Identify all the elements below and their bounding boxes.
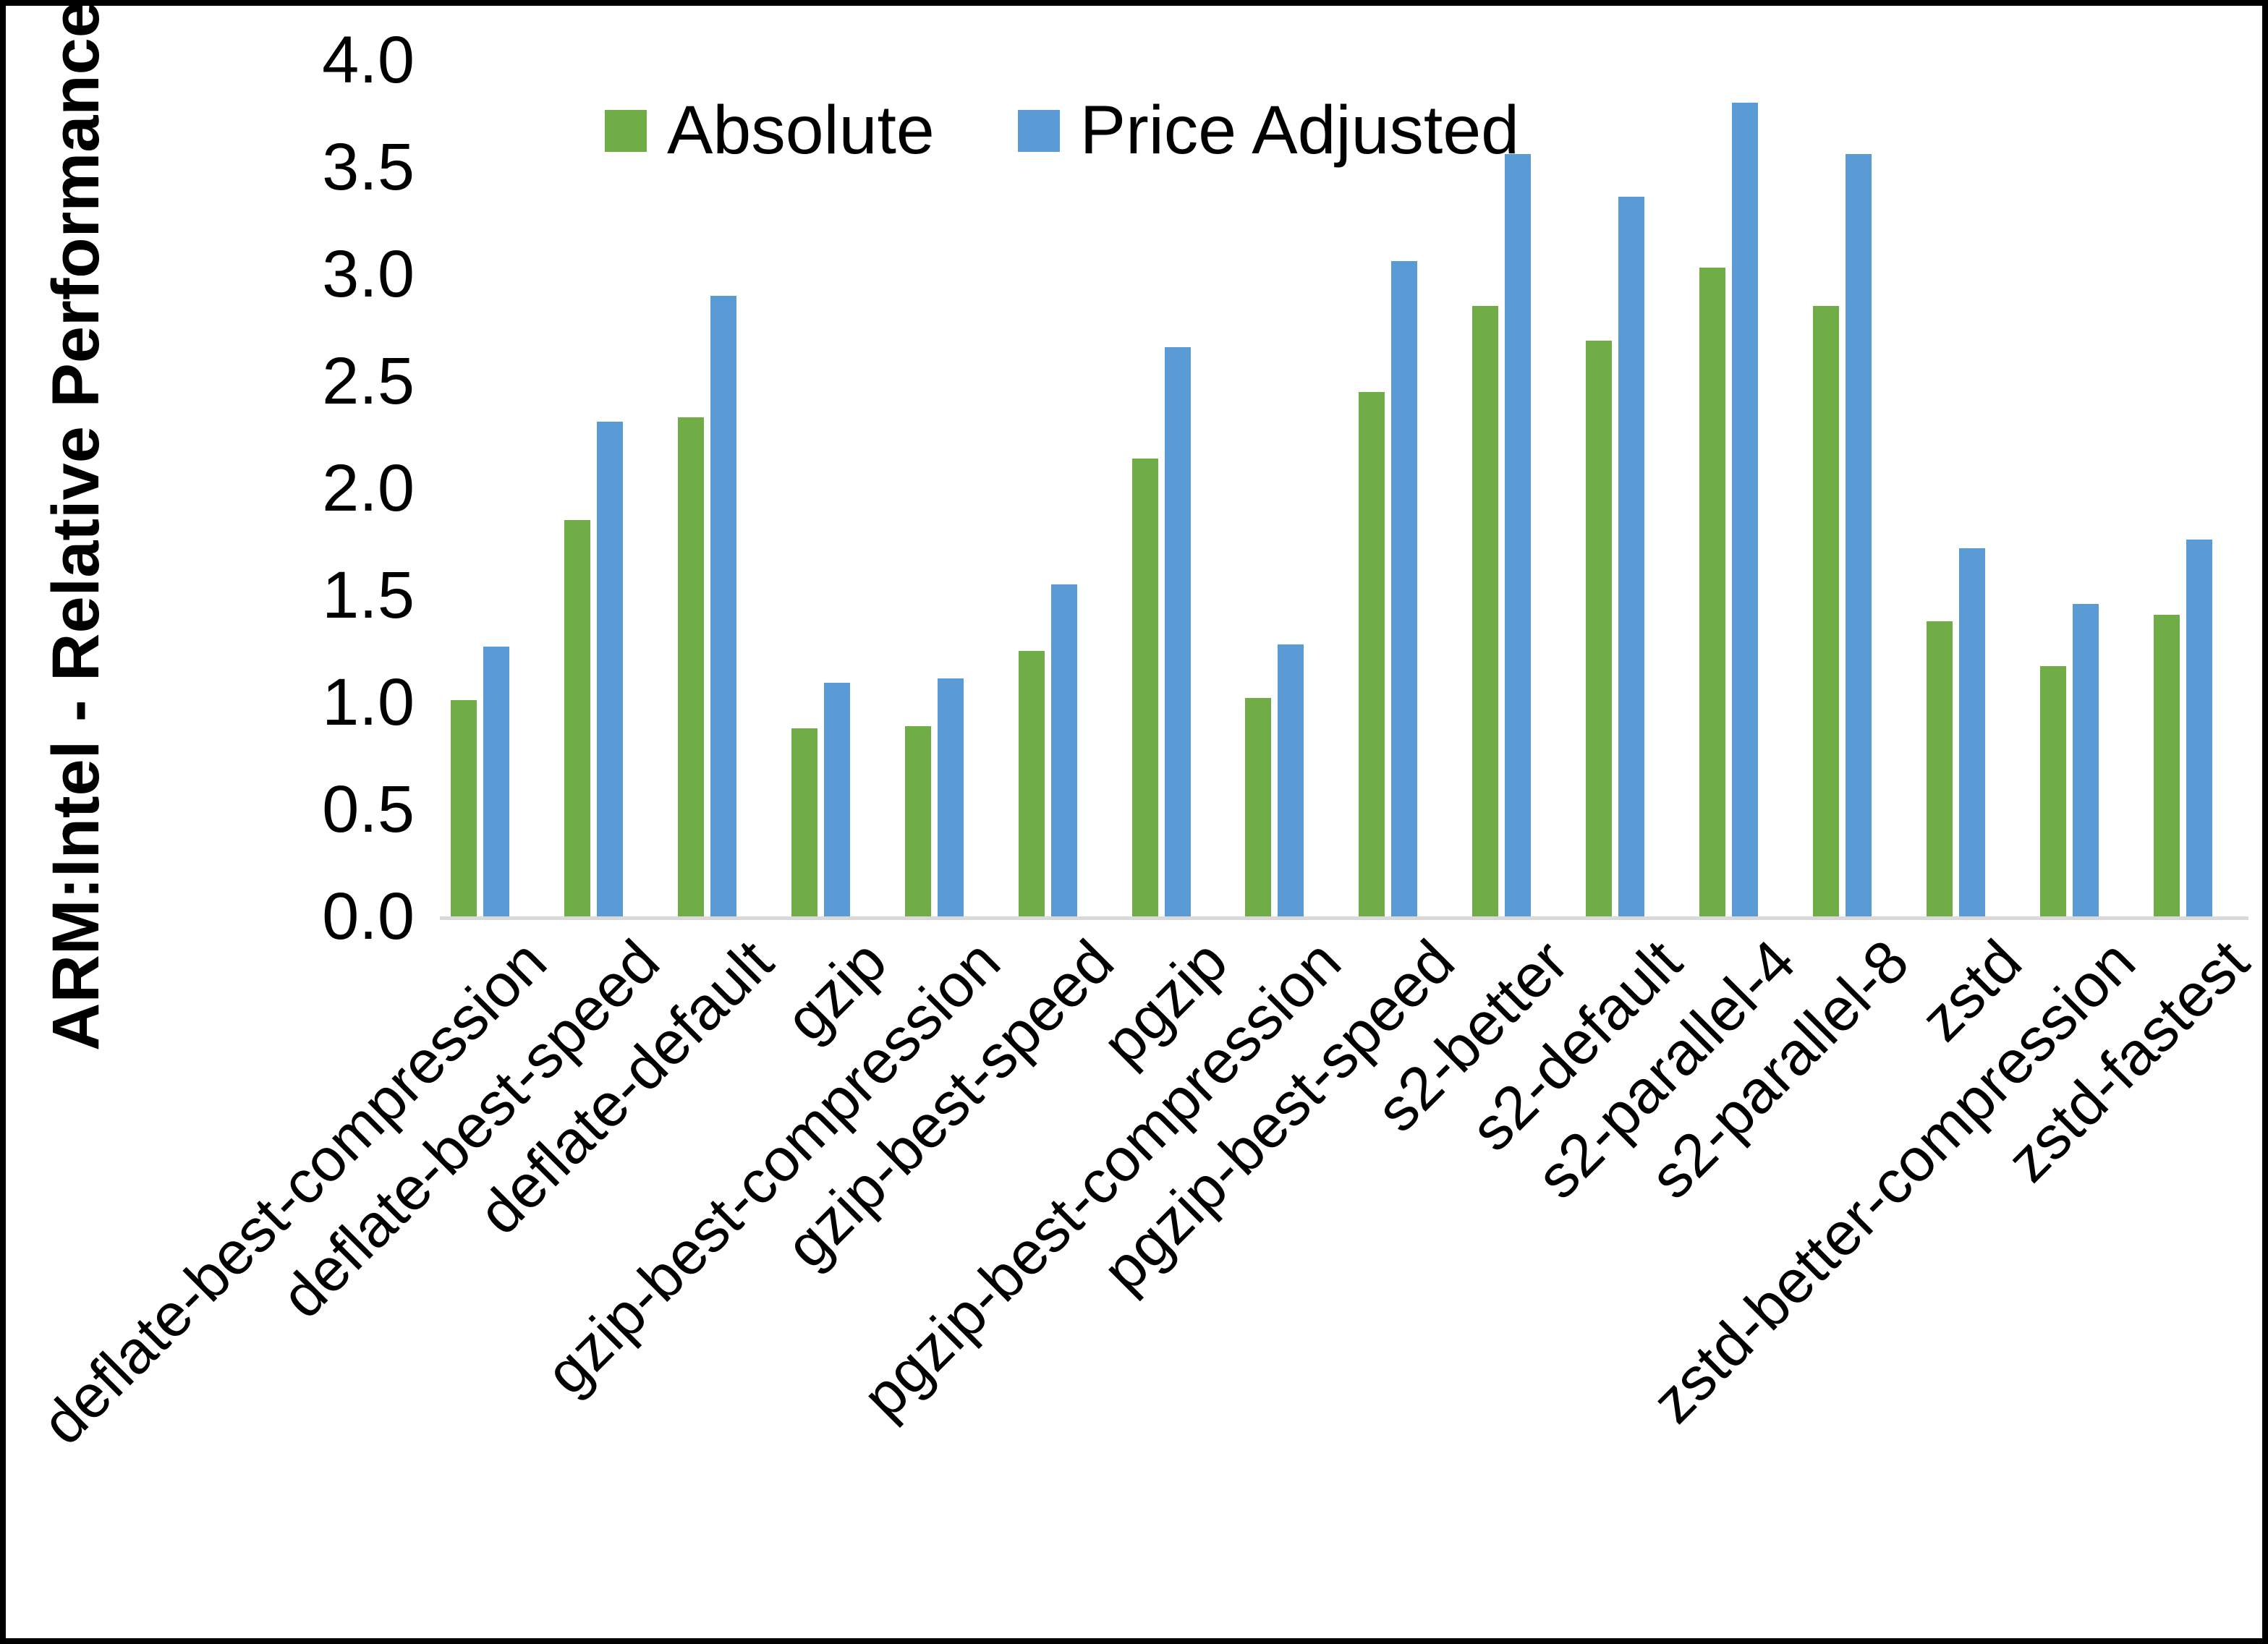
y-tick-label: 3.5 <box>322 130 415 204</box>
bar-price-adjusted <box>937 678 964 916</box>
bar-absolute <box>1245 698 1272 916</box>
legend-swatch-price-adjusted <box>1017 109 1060 152</box>
bar-absolute <box>1472 306 1499 916</box>
y-tick-label: 4.0 <box>322 23 415 97</box>
legend-label-absolute: Absolute <box>667 92 935 169</box>
bar-absolute <box>564 520 590 916</box>
plot-area: 0.0 0.5 1.0 1.5 2.0 2.5 3.0 3.5 4.0 deflate-best… <box>28 27 2261 1457</box>
bar-price-adjusted <box>823 683 850 916</box>
y-tick-label: 1.0 <box>322 665 415 739</box>
bar-price-adjusted <box>2186 540 2212 916</box>
y-tick-label: 0.5 <box>322 772 415 846</box>
y-tick-label: 0.0 <box>322 880 415 953</box>
bar-absolute <box>2153 614 2180 916</box>
bar-group: pgzip-best-compression <box>849 60 1354 1431</box>
bar-group: pgzip-best-speed <box>1090 60 1467 1305</box>
bar-group: s2-better <box>1363 60 1581 1144</box>
bar-absolute <box>791 728 817 916</box>
bar-absolute <box>1131 458 1158 916</box>
bar-absolute <box>451 700 477 916</box>
bar-absolute <box>1699 268 1726 916</box>
bar-group: s2-parallel-8 <box>1636 60 1921 1211</box>
bar-price-adjusted <box>1618 197 1645 916</box>
bars-container: deflate-best-compression deflate-best-sp… <box>28 60 2261 1457</box>
bar-price-adjusted <box>1846 154 1872 916</box>
y-tick-label: 2.5 <box>322 344 415 418</box>
bar-absolute <box>1018 650 1045 916</box>
y-axis-title: ARM:Intel - Relative Performance <box>39 1 113 1051</box>
bar-price-adjusted <box>1732 103 1759 916</box>
bar-group: deflate-default <box>465 60 786 1247</box>
bar-absolute <box>1926 621 1953 916</box>
bar-absolute <box>1813 306 1840 916</box>
bar-price-adjusted <box>1958 548 1985 916</box>
bar-price-adjusted <box>710 295 736 916</box>
bar-group: gzip <box>773 60 899 1054</box>
bar-group: s2-parallel-4 <box>1523 60 1808 1211</box>
bar-price-adjusted <box>1505 154 1532 916</box>
bar-price-adjusted <box>1391 261 1418 916</box>
bar-group: s2-default <box>1457 60 1694 1164</box>
bar-price-adjusted <box>483 647 509 916</box>
legend-label-price-adjusted: Price Adjusted <box>1079 92 1519 169</box>
bar-group: zstd-fastest <box>1994 60 2261 1195</box>
bar-absolute <box>1586 340 1613 916</box>
bar-group: zstd <box>1908 60 2034 1054</box>
bar-price-adjusted <box>1050 584 1077 916</box>
bar-price-adjusted <box>1164 346 1191 916</box>
y-tick-label: 3.0 <box>322 237 415 311</box>
bar-group: pgzip <box>1089 60 1240 1078</box>
legend-item-absolute: Absolute <box>605 96 935 165</box>
bar-group: gzip-best-speed <box>773 60 1126 1281</box>
bar-absolute <box>904 725 931 916</box>
bar-group: deflate-best-speed <box>268 60 672 1331</box>
bar-price-adjusted <box>2072 603 2099 916</box>
bar-price-adjusted <box>1278 644 1304 916</box>
bar-absolute <box>2039 665 2066 916</box>
legend-swatch-absolute <box>605 109 647 152</box>
legend: Absolute Price Adjusted <box>605 96 1519 165</box>
bar-group: deflate-best-compression <box>28 60 558 1457</box>
bar-price-adjusted <box>596 422 623 916</box>
bar-absolute <box>677 417 704 916</box>
y-tick-label: 2.0 <box>322 451 415 525</box>
y-tick-label: 1.5 <box>322 558 415 632</box>
bar-group: zstd-better-compression <box>1639 60 2148 1436</box>
y-axis-tick-labels: 0.0 0.5 1.0 1.5 2.0 2.5 3.0 3.5 4.0 <box>322 27 2248 950</box>
bar-group: gzip-best-compression <box>532 60 1013 1407</box>
bar-absolute <box>1359 391 1385 916</box>
legend-item-price-adjusted: Price Adjusted <box>1017 92 1519 169</box>
